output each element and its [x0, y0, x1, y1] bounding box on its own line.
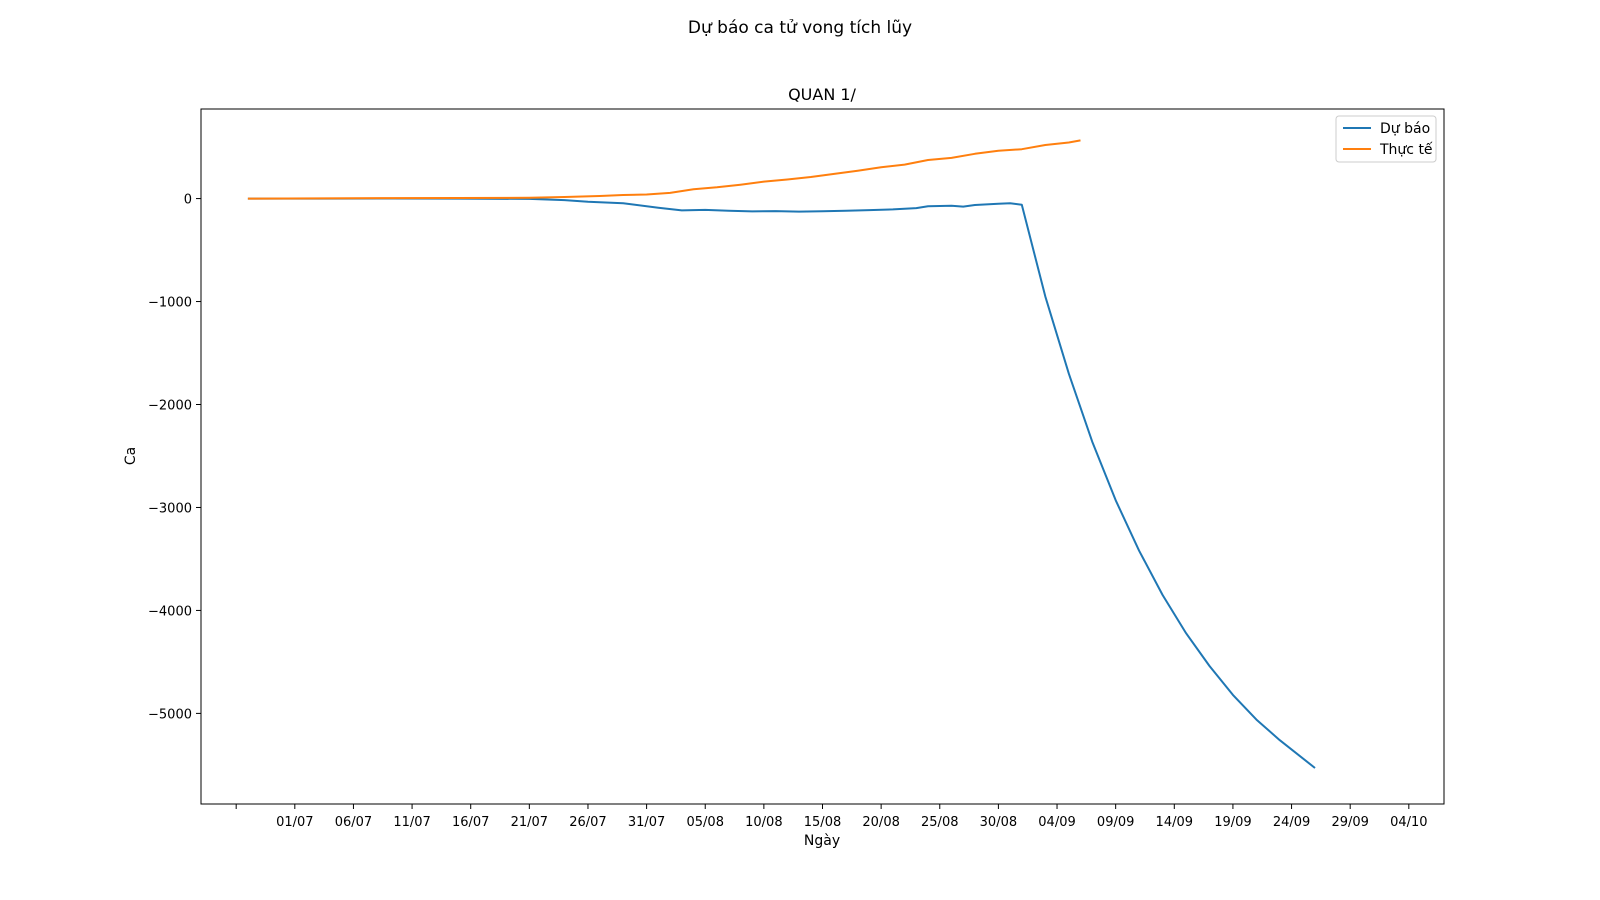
figure-suptitle: Dự báo ca tử vong tích lũy [688, 18, 912, 38]
x-tick-label: 25/08 [921, 815, 958, 830]
legend: Dự báo Thực tế [1335, 115, 1437, 163]
plot-area: 0 −1000 −2000 −3000 −4000 −5000 01/07 06/07 11/… [148, 108, 1445, 830]
x-tick-label: 16/07 [452, 815, 489, 830]
y-tick-label: 0 [184, 193, 192, 208]
x-tick-label: 31/07 [628, 815, 665, 830]
x-tick-label: 04/09 [1038, 815, 1075, 830]
x-tick-label: 10/08 [745, 815, 782, 830]
x-axis-ticks: 01/07 06/07 11/07 16/07 21/07 26/07 31/07 05/08… [235, 804, 1428, 830]
series-line-forecast [247, 197, 1316, 769]
y-tick-label: −4000 [148, 604, 192, 619]
x-tick-label: 29/09 [1331, 815, 1368, 830]
x-tick-label: 15/08 [804, 815, 841, 830]
x-tick-label: 19/09 [1214, 815, 1251, 830]
x-tick-label: 20/08 [862, 815, 899, 830]
x-tick-label: 05/08 [687, 815, 724, 830]
x-axis-label: Ngày [804, 833, 840, 849]
y-tick-label: −5000 [148, 707, 192, 722]
x-tick-label: 24/09 [1273, 815, 1310, 830]
x-tick-label: 30/08 [980, 815, 1017, 830]
x-tick-label: 21/07 [511, 815, 548, 830]
x-tick-label: 14/09 [1156, 815, 1193, 830]
x-tick-label: 04/10 [1390, 815, 1427, 830]
x-tick-label: 06/07 [335, 815, 372, 830]
x-tick-label: 26/07 [569, 815, 606, 830]
y-tick-label: −2000 [148, 399, 192, 414]
x-tick-label: 11/07 [393, 815, 430, 830]
y-tick-label: −3000 [148, 501, 192, 516]
y-axis-label: Ca [123, 447, 139, 465]
legend-label-forecast: Dự báo [1380, 121, 1430, 137]
series-lines [247, 139, 1316, 769]
series-line-actual [247, 139, 1081, 200]
y-tick-label: −1000 [148, 296, 192, 311]
x-tick-label: 09/09 [1097, 815, 1134, 830]
y-axis-ticks: 0 −1000 −2000 −3000 −4000 −5000 [148, 193, 201, 722]
chart-title: QUAN 1/ [788, 85, 856, 104]
x-tick-label: 01/07 [276, 815, 313, 830]
legend-label-actual: Thực tế [1379, 141, 1433, 158]
